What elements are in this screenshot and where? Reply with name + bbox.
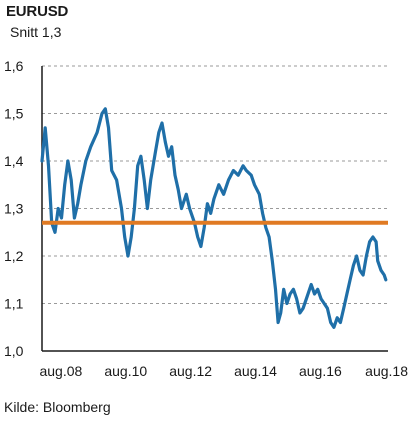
source-note: Kilde: Bloomberg <box>4 399 111 415</box>
tick-labels: 1,0 1,1 1,2 1,3 1,4 1,5 1,6 aug.08 aug.10 aug.12 a… <box>4 58 408 379</box>
y-tick-label: 1,4 <box>4 153 24 169</box>
x-tick-label: aug.08 <box>39 363 82 379</box>
y-tick-label: 1,1 <box>4 296 24 312</box>
y-tick-label: 1,5 <box>4 106 24 122</box>
eurusd-series-line <box>40 107 388 329</box>
y-tick-label: 1,2 <box>4 248 24 264</box>
x-tick-label: aug.14 <box>234 363 277 379</box>
axes <box>41 66 388 352</box>
series <box>40 107 388 329</box>
x-tick-label: aug.12 <box>169 363 212 379</box>
x-tick-label: aug.10 <box>104 363 147 379</box>
chart-subtitle: Snitt 1,3 <box>10 24 62 40</box>
x-tick-label: aug.18 <box>365 363 408 379</box>
y-tick-label: 1,0 <box>4 343 24 359</box>
y-tick-label: 1,3 <box>4 201 24 217</box>
y-tick-label: 1,6 <box>4 58 24 74</box>
x-tick-label: aug.16 <box>299 363 342 379</box>
chart-title: EURUSD <box>6 3 69 20</box>
grid <box>42 65 388 304</box>
